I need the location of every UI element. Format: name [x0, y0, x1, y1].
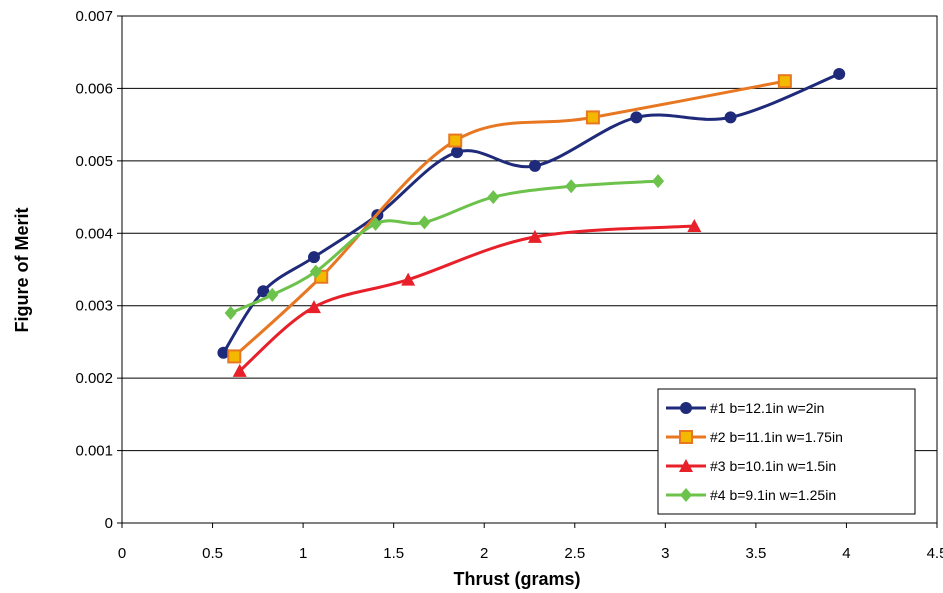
x-tick-label: 1	[299, 545, 307, 562]
legend-item-2: #2 b=11.1in w=1.75in	[666, 429, 843, 445]
series-1-point	[257, 285, 270, 298]
x-tick-label: 3.5	[745, 545, 766, 562]
x-axis-title: Thrust (grams)	[453, 569, 580, 589]
y-tick-label: 0	[105, 515, 113, 532]
series-4-point	[652, 174, 665, 189]
y-tick-label: 0.005	[75, 153, 113, 170]
y-tick-label: 0.001	[75, 443, 113, 460]
series-4-point	[369, 216, 382, 231]
legend-marker	[680, 488, 692, 502]
series-1-point	[307, 251, 320, 264]
legend-item-3: #3 b=10.1in w=1.5in	[666, 458, 836, 474]
y-tick-label: 0.002	[75, 370, 113, 387]
legend-label: #1 b=12.1in w=2in	[710, 400, 824, 416]
x-tick-label: 4	[842, 545, 850, 562]
legend-box	[657, 388, 916, 515]
legend-label: #4 b=9.1in w=1.25in	[710, 487, 836, 503]
series-1-point	[630, 111, 643, 124]
y-axis-title: Figure of Merit	[12, 207, 32, 332]
series-layer	[217, 67, 846, 377]
series-4-point	[418, 215, 431, 230]
series-2-point	[777, 74, 792, 89]
series-3-line	[238, 224, 695, 373]
series-4-point	[565, 179, 578, 194]
legend-item-1: #1 b=12.1in w=2in	[666, 400, 824, 416]
series-4-point	[487, 190, 500, 205]
legend: #1 b=12.1in w=2in #2 b=11.1in w=1.75in #3 …	[657, 388, 916, 515]
x-axis-ticks: 0 0.5 1 1.5 2 2.5 3 3.5 4 4.5	[118, 523, 943, 562]
series-4	[224, 174, 665, 320]
x-tick-label: 4.5	[927, 545, 943, 562]
series-1-point	[217, 346, 230, 359]
x-tick-label: 1.5	[383, 545, 404, 562]
legend-label: #3 b=10.1in w=1.5in	[710, 458, 836, 474]
x-tick-label: 2	[480, 545, 488, 562]
series-3-point	[232, 363, 247, 377]
series-3-point	[401, 272, 416, 286]
legend-item-4: #4 b=9.1in w=1.25in	[666, 487, 836, 503]
series-1-line	[222, 72, 840, 354]
y-tick-label: 0.003	[75, 298, 113, 315]
legend-marker	[679, 430, 693, 444]
legend-marker	[680, 402, 692, 414]
series-3	[232, 219, 702, 377]
series-1	[217, 67, 846, 359]
series-1-point	[528, 159, 541, 172]
series-3-point	[687, 219, 702, 233]
y-tick-label: 0.006	[75, 80, 113, 97]
y-tick-label: 0.007	[75, 8, 113, 25]
series-1-point	[833, 67, 846, 80]
series-1-point	[724, 111, 737, 124]
x-tick-label: 0.5	[202, 545, 223, 562]
series-2-point	[585, 110, 600, 125]
series-2	[227, 74, 792, 364]
y-axis-ticks: 0 0.001 0.002 0.003 0.004 0.005 0.006 0.007	[75, 8, 122, 532]
series-2-point	[227, 349, 242, 364]
series-2-point	[448, 133, 463, 148]
x-tick-label: 0	[118, 545, 126, 562]
series-3-point	[527, 229, 542, 243]
series-1-point	[451, 146, 464, 159]
legend-label: #2 b=11.1in w=1.75in	[710, 429, 843, 445]
plot-area-frame	[121, 15, 938, 524]
series-4-point	[309, 264, 322, 279]
y-tick-label: 0.004	[75, 225, 113, 242]
legend-marker	[679, 459, 693, 472]
x-tick-label: 2.5	[564, 545, 585, 562]
series-3-point	[306, 300, 321, 314]
series-4-point	[224, 305, 237, 320]
series-4-point	[266, 287, 279, 302]
x-tick-label: 3	[661, 545, 669, 562]
